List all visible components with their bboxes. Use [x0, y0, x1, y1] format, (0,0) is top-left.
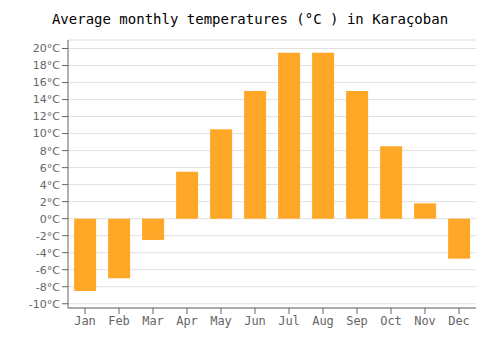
svg-text:Jun: Jun: [244, 314, 266, 328]
svg-text:2°C: 2°C: [40, 196, 60, 209]
svg-text:May: May: [210, 314, 232, 328]
svg-text:-2°C: -2°C: [36, 230, 60, 243]
svg-text:Jul: Jul: [278, 314, 300, 328]
svg-text:Jan: Jan: [74, 314, 96, 328]
svg-text:0°C: 0°C: [40, 213, 60, 226]
svg-text:18°C: 18°C: [33, 59, 60, 72]
svg-text:12°C: 12°C: [33, 110, 60, 123]
svg-text:-10°C: -10°C: [29, 298, 60, 311]
svg-text:Apr: Apr: [176, 314, 198, 328]
svg-text:Nov: Nov: [414, 314, 436, 328]
svg-text:Sep: Sep: [346, 314, 368, 328]
svg-text:Oct: Oct: [380, 314, 402, 328]
svg-text:-6°C: -6°C: [36, 264, 60, 277]
html-text:Average monthly temperatures (: Average monthly temperatures (°C ) in Ka…: [51, 11, 449, 27]
svg-text:-4°C: -4°C: [36, 247, 60, 260]
svg-text:10°C: 10°C: [33, 127, 60, 140]
svg-text:16°C: 16°C: [33, 76, 60, 89]
svg-text:-8°C: -8°C: [36, 281, 60, 294]
svg-text:14°C: 14°C: [33, 93, 60, 106]
svg-text:6°C: 6°C: [40, 162, 60, 175]
svg-text:Feb: Feb: [108, 314, 130, 328]
svg-text:20°C: 20°C: [33, 42, 60, 55]
svg-text:8°C: 8°C: [40, 145, 60, 158]
svg-text:Mar: Mar: [142, 314, 164, 328]
svg-text:4°C: 4°C: [40, 179, 60, 192]
svg-text:Aug: Aug: [312, 314, 334, 328]
svg-text:Dec: Dec: [448, 314, 470, 328]
